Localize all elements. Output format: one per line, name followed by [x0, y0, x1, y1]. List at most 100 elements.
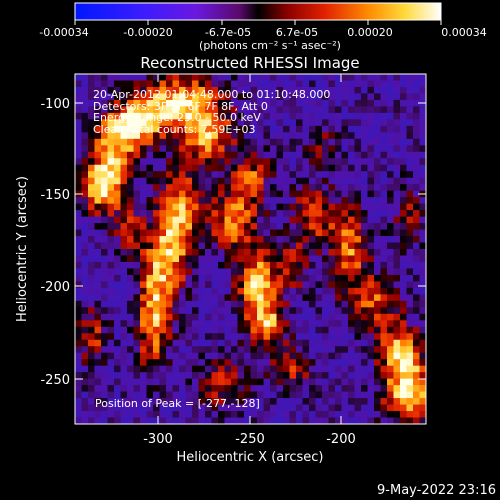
image-pixel — [153, 365, 160, 373]
image-pixel — [179, 300, 186, 308]
image-pixel — [146, 112, 154, 120]
image-pixel — [166, 151, 173, 159]
image-pixel — [166, 229, 173, 237]
image-pixel — [94, 249, 102, 256]
image-pixel — [380, 372, 388, 380]
image-pixel — [419, 372, 426, 380]
image-pixel — [367, 294, 375, 302]
image-pixel — [198, 249, 206, 256]
image-pixel — [159, 352, 167, 360]
image-pixel — [315, 352, 323, 360]
image-pixel — [354, 313, 362, 321]
image-pixel — [75, 216, 82, 224]
image-pixel — [166, 372, 173, 380]
image-pixel — [361, 203, 368, 211]
image-pixel — [146, 216, 154, 224]
image-pixel — [107, 404, 115, 412]
image-pixel — [400, 378, 407, 386]
image-pixel — [185, 417, 193, 424]
image-pixel — [101, 164, 108, 172]
image-pixel — [257, 255, 264, 263]
image-pixel — [374, 391, 381, 399]
image-pixel — [185, 190, 193, 198]
image-pixel — [185, 378, 193, 386]
image-pixel — [211, 184, 219, 192]
image-pixel — [75, 223, 82, 230]
image-pixel — [107, 210, 115, 217]
image-pixel — [146, 404, 154, 412]
image-pixel — [413, 99, 420, 107]
image-pixel — [276, 274, 284, 282]
image-pixel — [309, 203, 316, 211]
image-pixel — [315, 255, 323, 263]
image-pixel — [296, 281, 303, 289]
image-pixel — [107, 300, 115, 308]
image-pixel — [289, 287, 297, 295]
image-pixel — [406, 93, 414, 101]
image-pixel — [413, 158, 420, 166]
image-pixel — [192, 210, 199, 217]
image-pixel — [328, 249, 336, 256]
image-pixel — [322, 346, 329, 354]
image-pixel — [419, 404, 426, 412]
image-pixel — [283, 86, 290, 94]
image-pixel — [114, 197, 121, 205]
image-pixel — [315, 281, 323, 289]
image-pixel — [88, 151, 95, 159]
image-pixel — [237, 268, 245, 276]
image-pixel — [289, 210, 297, 217]
image-pixel — [244, 106, 251, 114]
image-pixel — [192, 249, 199, 256]
image-pixel — [146, 242, 154, 250]
image-pixel — [322, 300, 329, 308]
image-pixel — [374, 151, 381, 159]
image-pixel — [81, 125, 89, 133]
image-pixel — [140, 99, 147, 107]
image-pixel — [419, 255, 426, 263]
image-pixel — [146, 313, 154, 321]
image-pixel — [172, 80, 180, 88]
image-pixel — [413, 320, 420, 328]
image-pixel — [315, 86, 323, 94]
image-pixel — [257, 138, 264, 146]
image-pixel — [387, 80, 394, 88]
image-pixel — [413, 74, 420, 81]
image-pixel — [146, 145, 154, 153]
image-pixel — [146, 223, 154, 230]
image-pixel — [179, 333, 186, 341]
image-pixel — [211, 307, 219, 315]
image-pixel — [133, 99, 141, 107]
image-pixel — [218, 326, 225, 334]
image-pixel — [114, 80, 121, 88]
image-pixel — [198, 372, 206, 380]
image-pixel — [205, 287, 212, 295]
image-pixel — [315, 307, 323, 315]
image-pixel — [140, 151, 147, 159]
image-pixel — [348, 372, 355, 380]
image-pixel — [328, 261, 336, 269]
image-pixel — [367, 261, 375, 269]
image-pixel — [140, 378, 147, 386]
image-pixel — [309, 255, 316, 263]
image-pixel — [322, 294, 329, 302]
image-pixel — [250, 223, 258, 230]
image-pixel — [361, 86, 368, 94]
image-pixel — [224, 223, 232, 230]
image-pixel — [166, 177, 173, 185]
image-pixel — [387, 268, 394, 276]
image-pixel — [400, 411, 407, 418]
image-pixel — [166, 249, 173, 256]
image-pixel — [211, 216, 219, 224]
image-pixel — [289, 125, 297, 133]
image-pixel — [257, 307, 264, 315]
image-pixel — [335, 307, 342, 315]
image-pixel — [192, 184, 199, 192]
image-pixel — [361, 385, 368, 392]
image-pixel — [322, 352, 329, 360]
image-pixel — [75, 145, 82, 153]
image-pixel — [302, 261, 310, 269]
image-pixel — [140, 287, 147, 295]
image-pixel — [127, 268, 134, 276]
image-pixel — [120, 151, 128, 159]
image-pixel — [101, 365, 108, 373]
